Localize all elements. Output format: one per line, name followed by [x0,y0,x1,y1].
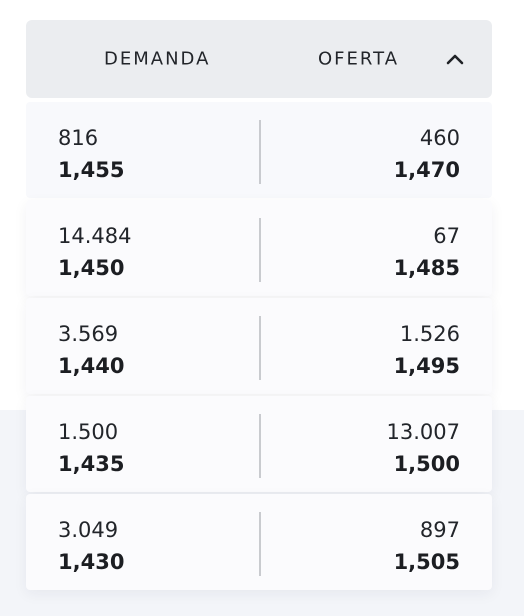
offer-price: 1,505 [393,550,460,574]
demand-quantity: 3.569 [58,322,119,346]
order-book-row: 3.049 1,430 897 1,505 [26,494,492,590]
offer-price: 1,495 [393,354,460,378]
demand-quantity: 3.049 [58,518,119,542]
demand-column-header: DEMANDA [104,48,211,70]
offer-price: 1,485 [393,256,460,280]
demand-price: 1,430 [58,550,125,574]
column-divider [259,218,261,282]
column-divider [259,120,261,184]
collapse-toggle-button[interactable] [440,47,470,71]
demand-quantity: 816 [58,126,99,150]
order-book-row: 14.484 1,450 67 1,485 [26,200,492,296]
offer-cell: 1.526 1,495 [394,318,460,382]
offer-cell: 13.007 1,500 [387,416,460,480]
offer-cell: 460 1,470 [394,122,460,186]
demand-price: 1,440 [58,354,125,378]
offer-quantity: 460 [419,126,460,150]
offer-cell: 67 1,485 [394,220,460,284]
offer-price: 1,470 [393,158,460,182]
order-book-row: 1.500 1,435 13.007 1,500 [26,396,492,492]
column-divider [259,414,261,478]
offer-cell: 897 1,505 [394,514,460,578]
offer-quantity: 13.007 [386,420,460,444]
demand-cell: 1.500 1,435 [58,416,124,480]
chevron-up-icon [446,54,464,65]
demand-quantity: 14.484 [58,224,132,248]
offer-quantity: 67 [433,224,460,248]
order-book: DEMANDA OFERTA 816 1,455 460 1,470 14.48… [26,20,492,590]
order-book-row: 3.569 1,440 1.526 1,495 [26,298,492,394]
demand-cell: 14.484 1,450 [58,220,131,284]
order-book-row: 816 1,455 460 1,470 [26,102,492,198]
demand-cell: 3.049 1,430 [58,514,124,578]
offer-quantity: 897 [419,518,460,542]
offer-quantity: 1.526 [399,322,460,346]
demand-price: 1,450 [58,256,125,280]
offer-price: 1,500 [393,452,460,476]
column-divider [259,316,261,380]
demand-quantity: 1.500 [58,420,119,444]
demand-price: 1,455 [58,158,125,182]
column-divider [259,512,261,576]
demand-price: 1,435 [58,452,125,476]
demand-cell: 816 1,455 [58,122,124,186]
offer-column-header: OFERTA [318,48,400,70]
order-book-header: DEMANDA OFERTA [26,20,492,98]
demand-cell: 3.569 1,440 [58,318,124,382]
